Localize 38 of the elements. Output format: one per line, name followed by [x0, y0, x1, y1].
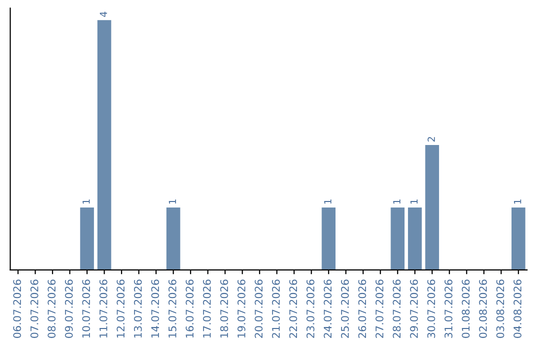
- data-label: 1: [324, 199, 332, 204]
- x-tick-label: 12.07.2026: [116, 280, 125, 338]
- x-tick-label: 10.07.2026: [82, 280, 90, 338]
- x-tick-label: 16.07.2026: [186, 280, 194, 338]
- x-tick-label: 11.07.2026: [99, 280, 108, 338]
- x-tick-label: 17.07.2026: [202, 280, 211, 338]
- x-tick-label: 24.07.2026: [324, 280, 332, 338]
- x-tick-label: 19.07.2026: [237, 280, 246, 338]
- data-label: 1: [393, 199, 400, 204]
- data-label: 1: [514, 199, 522, 204]
- x-tick-label: 15.07.2026: [168, 280, 176, 338]
- x-tick-label: 20.07.2026: [254, 280, 263, 338]
- x-tick-label: 13.07.2026: [134, 280, 142, 338]
- x-tick-label: 28.07.2026: [392, 280, 401, 338]
- data-label: 1: [168, 199, 176, 204]
- x-tick-label: 21.07.2026: [272, 280, 280, 338]
- x-tick-label: 09.07.2026: [64, 280, 73, 338]
- data-label: 2: [428, 137, 435, 142]
- x-tick-label: 31.07.2026: [444, 280, 452, 338]
- x-tick-label: 26.07.2026: [358, 280, 366, 338]
- x-tick-label: 04.08.2026: [514, 280, 522, 338]
- x-tick-label: 18.07.2026: [220, 280, 228, 338]
- x-tick-label: 25.07.2026: [341, 280, 349, 338]
- data-label: 4: [100, 12, 107, 17]
- x-tick-label: 07.07.2026: [30, 280, 38, 338]
- x-tick-label: 30.07.2026: [427, 280, 436, 338]
- x-tick-label: 27.07.2026: [376, 280, 384, 338]
- x-tick-label: 01.08.2026: [462, 280, 470, 338]
- x-tick-label: 23.07.2026: [306, 280, 314, 338]
- x-tick-label: 02.08.2026: [479, 280, 487, 338]
- x-tick-label: 29.07.2026: [410, 280, 418, 338]
- x-tick-label: 14.07.2026: [151, 280, 160, 338]
- data-label: 1: [82, 199, 90, 204]
- x-tick-label: 22.07.2026: [289, 280, 298, 338]
- x-tick-label: 08.07.2026: [48, 280, 56, 338]
- x-tick-label: 03.08.2026: [496, 280, 504, 338]
- data-label: 1: [410, 199, 418, 204]
- x-tick-label: 06.07.2026: [13, 280, 22, 338]
